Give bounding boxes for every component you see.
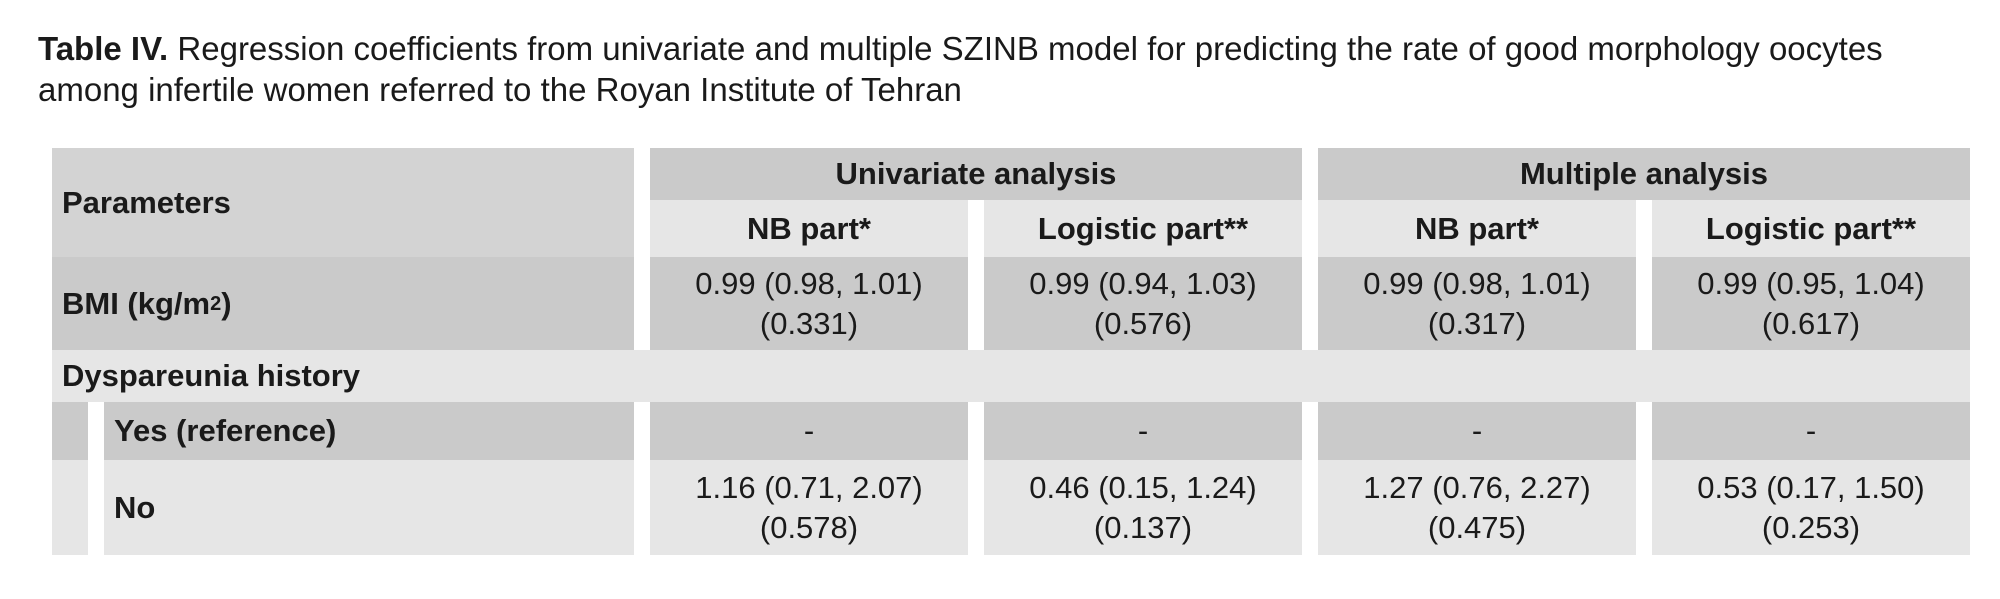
table-label: Table IV. [38,30,169,67]
subheader-multiple-nb: NB part* [1318,200,1636,257]
no-multiple-nb: 1.27 (0.76, 2.27) (0.475) [1318,460,1636,555]
bmi-multiple-nb: 0.99 (0.98, 1.01) (0.317) [1318,257,1636,350]
row-label-dyspareunia: Dyspareunia history [52,350,1970,402]
caption-text: Regression coefficients from univariate … [38,30,1883,108]
yes-univariate-nb: - [650,402,968,460]
yes-univariate-logistic: - [984,402,1302,460]
subheader-multiple-logistic: Logistic part** [1652,200,1970,257]
no-univariate-nb: 1.16 (0.71, 2.07) (0.578) [650,460,968,555]
row-label-no: No [104,460,634,555]
indent-cell-no [52,460,88,555]
group-header-multiple: Multiple analysis [1318,148,1970,200]
indent-cell-yes [52,402,88,460]
no-multiple-logistic: 0.53 (0.17, 1.50) (0.253) [1652,460,1970,555]
table-caption: Table IV. Regression coefficients from u… [38,28,1978,110]
bmi-multiple-logistic: 0.99 (0.95, 1.04) (0.617) [1652,257,1970,350]
group-header-univariate: Univariate analysis [650,148,1302,200]
subheader-univariate-nb: NB part* [650,200,968,257]
row-label-bmi: BMI (kg/m 2) [52,257,634,350]
bmi-univariate-logistic: 0.99 (0.94, 1.03) (0.576) [984,257,1302,350]
row-label-yes: Yes (reference) [104,402,634,460]
yes-multiple-nb: - [1318,402,1636,460]
subheader-univariate-logistic: Logistic part** [984,200,1302,257]
bmi-univariate-nb: 0.99 (0.98, 1.01) (0.331) [650,257,968,350]
no-univariate-logistic: 0.46 (0.15, 1.24) (0.137) [984,460,1302,555]
parameters-header: Parameters [52,148,634,257]
yes-multiple-logistic: - [1652,402,1970,460]
